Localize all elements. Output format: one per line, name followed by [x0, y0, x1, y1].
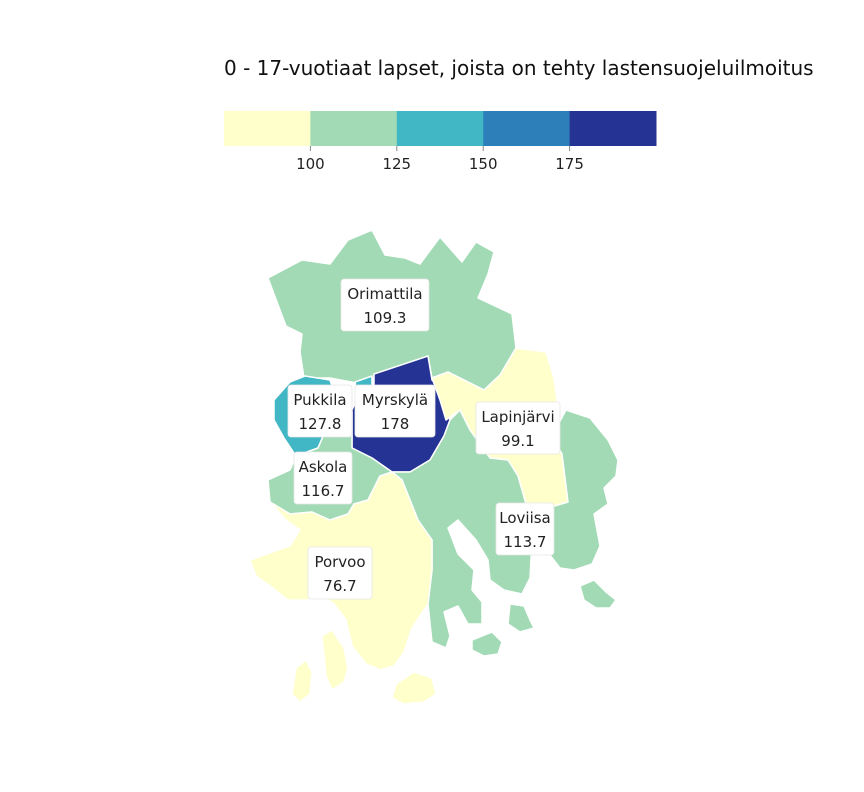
- region-value: 76.7: [323, 577, 356, 595]
- region-name: Orimattila: [347, 285, 422, 303]
- region-name: Askola: [299, 458, 348, 476]
- label-box: [354, 384, 436, 438]
- region-label: Lapinjärvi 99.1: [475, 401, 561, 455]
- region-label: Porvoo 76.7: [307, 546, 373, 600]
- region-value: 99.1: [501, 432, 534, 450]
- legend-tick-label: 125: [382, 155, 411, 173]
- region-shape[interactable]: [291, 659, 313, 703]
- region-name: Myrskylä: [362, 391, 428, 409]
- region-value: 116.7: [302, 482, 345, 500]
- region-value: 178: [381, 415, 410, 433]
- region-label: Loviisa 113.7: [495, 502, 555, 556]
- region-value: 109.3: [364, 309, 407, 327]
- region-label: Myrskylä 178: [354, 384, 436, 438]
- label-box: [475, 401, 561, 455]
- region-label: Pukkila 127.8: [287, 384, 353, 438]
- region-name: Pukkila: [293, 391, 346, 409]
- legend-tick-label: 150: [469, 155, 498, 173]
- region-name: Porvoo: [314, 553, 365, 571]
- legend-swatch: [396, 111, 484, 146]
- label-box: [307, 546, 373, 600]
- legend-swatch: [224, 111, 311, 146]
- label-box: [287, 384, 353, 438]
- region-shape[interactable]: [321, 629, 349, 691]
- legend-swatch: [483, 111, 571, 146]
- region-label: Askola 116.7: [293, 451, 353, 505]
- region-name: Lapinjärvi: [481, 408, 554, 426]
- legend-swatch: [569, 111, 657, 146]
- color-legend: 100 125 150 175: [224, 111, 664, 181]
- region-name: Loviisa: [499, 509, 551, 527]
- region-shape[interactable]: [471, 631, 503, 657]
- map-title: 0 - 17-vuotiaat lapset, joista on tehty …: [224, 56, 814, 80]
- label-box: [340, 278, 430, 332]
- region-label: Orimattila 109.3: [340, 278, 430, 332]
- region-shape[interactable]: [391, 671, 437, 705]
- region-shape[interactable]: [579, 579, 617, 609]
- legend-tick-label: 175: [555, 155, 584, 173]
- label-box: [293, 451, 353, 505]
- region-value: 127.8: [299, 415, 342, 433]
- legend-swatch: [310, 111, 398, 146]
- label-box: [495, 502, 555, 556]
- legend-tick-label: 100: [296, 155, 325, 173]
- region-shape[interactable]: [507, 603, 535, 633]
- region-value: 113.7: [504, 533, 547, 551]
